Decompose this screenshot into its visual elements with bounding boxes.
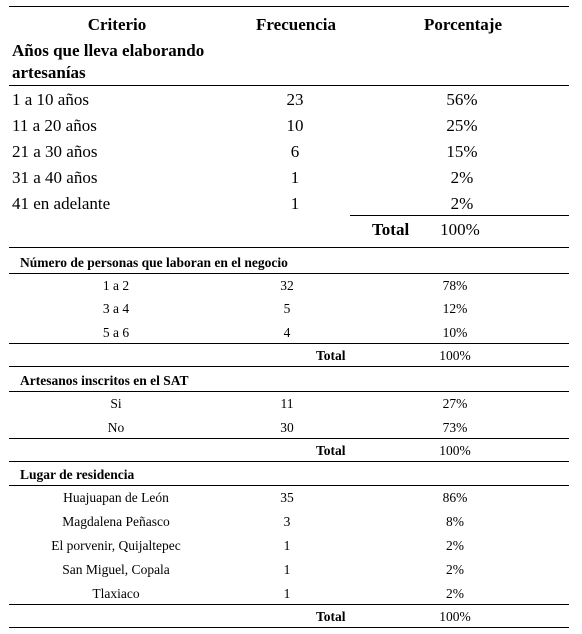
section3-header-rule: [9, 391, 569, 392]
table-cell: 27%: [442, 396, 468, 411]
section2-total-label: Total: [316, 348, 346, 363]
section1-header-rule: [9, 85, 569, 86]
table-cell: 25%: [446, 116, 478, 135]
table-row: 1 a 10 años: [12, 90, 89, 109]
table-cell: 2%: [446, 586, 464, 601]
table-cell: 2%: [446, 538, 464, 553]
table-cell: 11: [280, 396, 294, 411]
table-row: 5 a 6: [102, 325, 130, 340]
table-cell: 86%: [442, 490, 468, 505]
section1-total-rule: [350, 215, 569, 216]
section2-bottom-rule: [9, 366, 569, 367]
table-cell: 2%: [450, 168, 474, 187]
section4-header-rule: [9, 485, 569, 486]
table-cell: 1: [283, 562, 291, 577]
table-cell: 4: [283, 325, 291, 340]
table-row: Si: [110, 396, 122, 411]
section3-total-label: Total: [316, 443, 346, 458]
table-row: Huajuapan de León: [63, 490, 169, 505]
table-row: No: [107, 420, 125, 435]
table-row: Tlaxiaco: [92, 586, 140, 601]
table-cell: 32: [280, 278, 294, 293]
section4-total-label: Total: [316, 609, 346, 624]
section3-title: Artesanos inscritos en el SAT: [20, 373, 189, 388]
section4-total-value: 100%: [439, 609, 471, 624]
table-row: Magdalena Peñasco: [62, 514, 170, 529]
table-cell: 12%: [442, 301, 468, 316]
table-top-rule: [9, 6, 569, 7]
table-cell: 35: [280, 490, 294, 505]
table-cell: 6: [290, 142, 300, 161]
section1-total-label: Total: [372, 220, 410, 239]
table-row: 21 a 30 años: [12, 142, 98, 161]
table-cell: 1: [290, 168, 300, 187]
table-cell: 10%: [442, 325, 468, 340]
table-cell: 2%: [450, 194, 474, 213]
table-row: 1 a 2: [102, 278, 130, 293]
section1-bottom-rule: [9, 247, 569, 248]
section2-total-rule: [9, 343, 569, 344]
table-row: El porvenir, Quijaltepec: [51, 538, 181, 553]
table-cell: 23: [286, 90, 304, 109]
section4-title: Lugar de residencia: [20, 467, 135, 482]
table-cell: 2%: [446, 562, 464, 577]
header-criterio: Criterio: [87, 15, 147, 34]
table-cell: 78%: [442, 278, 468, 293]
section2-header-rule: [9, 273, 569, 274]
table-cell: 8%: [446, 514, 464, 529]
table-cell: 15%: [446, 142, 478, 161]
table-cell: 5: [283, 301, 291, 316]
section1-total-value: 100%: [440, 220, 480, 239]
section3-total-rule: [9, 438, 569, 439]
header-porcentaje: Porcentaje: [423, 15, 503, 34]
section4-total-rule: [9, 604, 569, 605]
header-frecuencia: Frecuencia: [256, 15, 336, 34]
table-cell: 30: [280, 420, 294, 435]
table-row: 41 en adelante: [12, 194, 111, 213]
section3-total-value: 100%: [439, 443, 471, 458]
section2-title: Número de personas que laboran en el neg…: [20, 255, 288, 270]
table-cell: 73%: [442, 420, 468, 435]
table-cell: 10: [286, 116, 304, 135]
table-cell: 1: [283, 538, 291, 553]
section2-total-value: 100%: [439, 348, 471, 363]
table-bottom-rule: [9, 627, 569, 628]
table-row: 31 a 40 años: [12, 168, 98, 187]
table-cell: 3: [283, 514, 291, 529]
table-row: 11 a 20 años: [12, 116, 97, 135]
table-cell: 1: [290, 194, 300, 213]
table-row: 3 a 4: [102, 301, 130, 316]
section3-bottom-rule: [9, 461, 569, 462]
table-cell: 56%: [446, 90, 478, 109]
section1-title-line2: artesanías: [12, 63, 86, 82]
table-row: San Miguel, Copala: [62, 562, 170, 577]
section1-title-line1: Años que lleva elaborando: [12, 41, 205, 60]
table-cell: 1: [283, 586, 291, 601]
